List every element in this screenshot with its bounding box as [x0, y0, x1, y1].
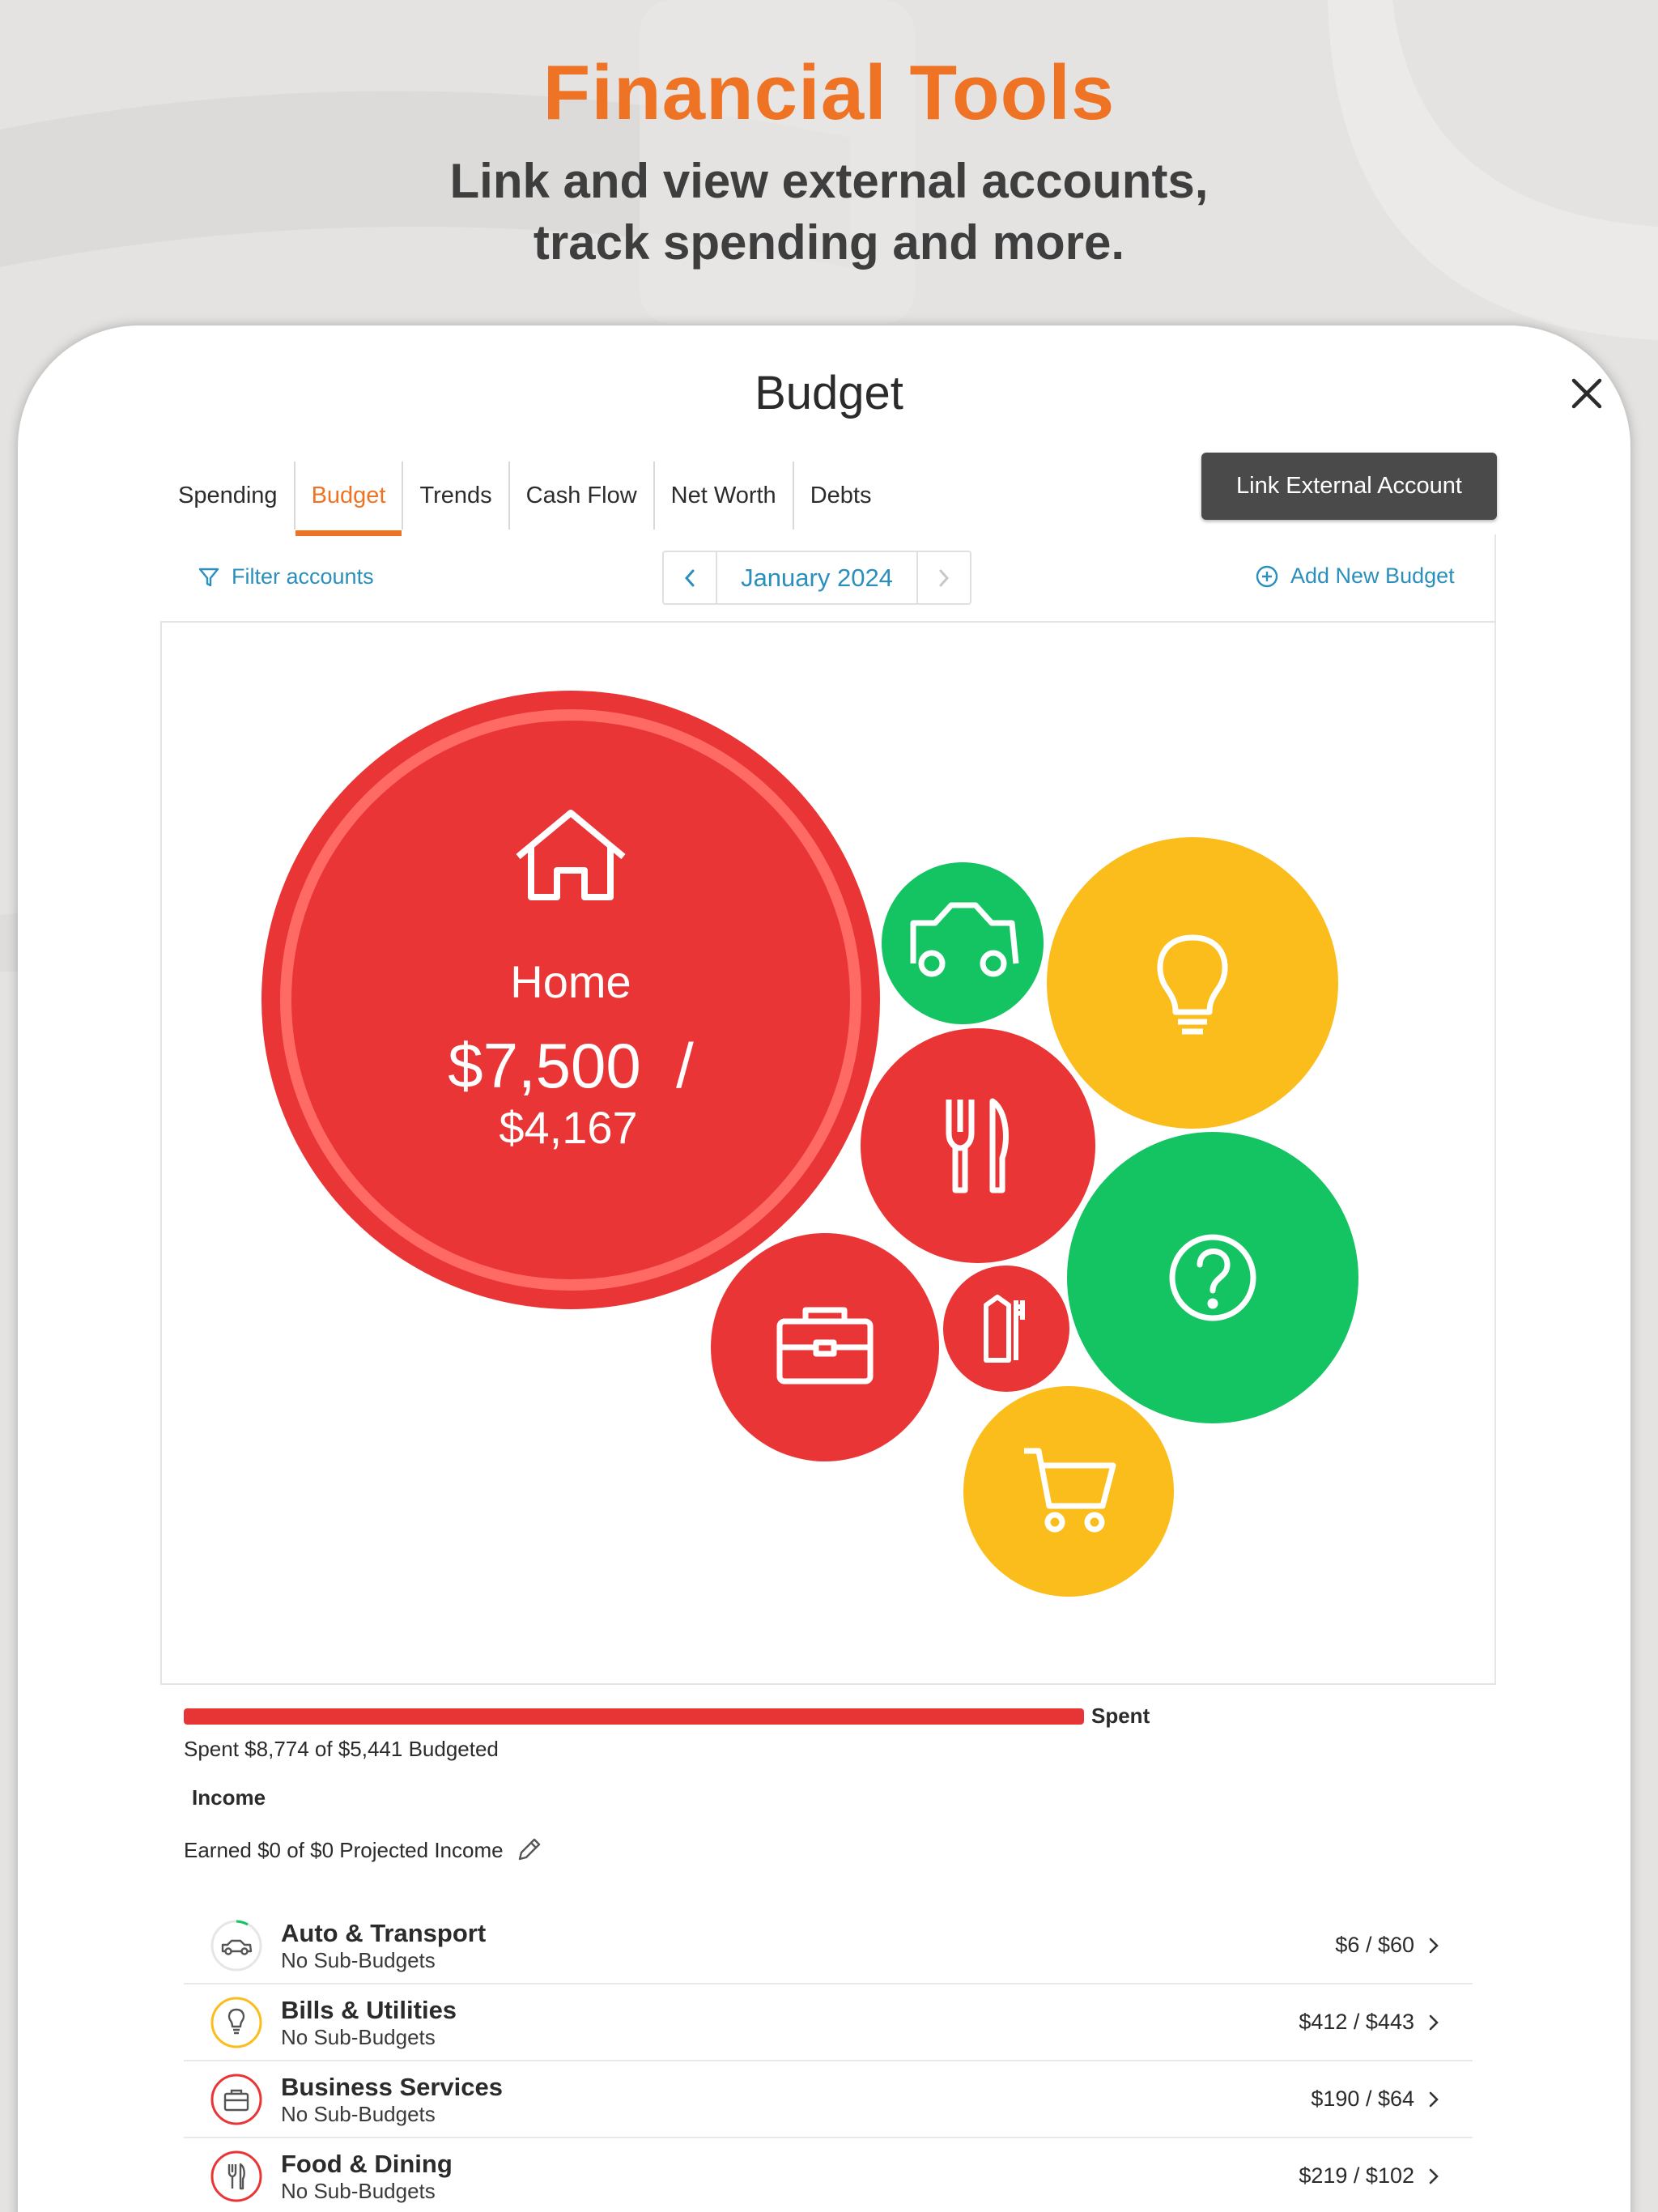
question-icon: [1169, 1234, 1256, 1321]
bubble-chart-area: [160, 621, 1496, 1685]
category-name: Auto & Transport: [281, 1918, 487, 1947]
category-name: Food & Dining: [281, 2149, 453, 2178]
category-list: Auto & Transport No Sub-Budgets $6 / $60…: [184, 1908, 1473, 2212]
briefcase-icon: [210, 2074, 262, 2125]
car-icon: [210, 1920, 262, 1971]
bubble-uncategorized[interactable]: [1067, 1132, 1358, 1423]
bubble-food-dining[interactable]: [861, 1028, 1095, 1263]
category-amount: $6 / $60: [1335, 1933, 1414, 1957]
bubble-personal-care[interactable]: [943, 1266, 1069, 1392]
link-external-account-button[interactable]: Link External Account: [1201, 453, 1497, 520]
bubble-home-budget: $4,167: [499, 1102, 637, 1153]
tab-spending[interactable]: Spending: [162, 462, 295, 530]
category-sub: No Sub-Budgets: [281, 1947, 436, 1972]
earned-income: Earned $0 of $0 Projected Income: [184, 1836, 542, 1864]
month-selector: January 2024: [662, 551, 971, 605]
tab-cash-flow[interactable]: Cash Flow: [510, 462, 655, 530]
category-amount: $219 / $102: [1299, 2163, 1414, 2188]
spent-label: Spent: [1091, 1704, 1150, 1728]
promo-subline-2: track spending and more.: [533, 215, 1125, 270]
category-amount: $412 / $443: [1299, 2010, 1414, 2034]
chevron-right-icon: [1429, 2014, 1439, 2030]
pencil-icon[interactable]: [515, 1836, 542, 1864]
category-sub: No Sub-Budgets: [281, 2024, 436, 2049]
chevron-right-icon: [939, 569, 950, 586]
close-icon[interactable]: [1569, 376, 1605, 411]
bubble-business-services[interactable]: [711, 1233, 939, 1461]
spent-summary: Spent $8,774 of $5,441 Budgeted: [184, 1737, 499, 1761]
filter-icon: [198, 568, 219, 586]
utensils-icon: [210, 2150, 262, 2201]
chevron-left-icon: [684, 569, 695, 586]
panel-divider: [1494, 534, 1496, 1684]
briefcase-icon: [776, 1307, 874, 1385]
bubble-home-label: Home: [510, 956, 631, 1007]
lightbulb-icon: [210, 1997, 262, 2048]
spent-progress-fill: [184, 1708, 1084, 1725]
promo-subheadline: Link and view external accounts, track s…: [303, 151, 1355, 274]
lightbulb-icon: [1157, 934, 1228, 1035]
home-icon: [516, 810, 626, 900]
car-icon: [910, 902, 1019, 977]
list-item[interactable]: Bills & Utilities No Sub-Budgets $412 / …: [184, 1984, 1473, 2061]
current-month: January 2024: [741, 563, 893, 592]
list-item[interactable]: Auto & Transport No Sub-Budgets $6 / $60: [184, 1908, 1473, 1984]
chevron-right-icon: [1429, 1938, 1439, 1953]
chevron-right-icon: [1429, 2091, 1439, 2107]
spent-progress-bar: [184, 1708, 1084, 1725]
bubble-shopping[interactable]: [963, 1386, 1174, 1597]
list-item[interactable]: Food & Dining No Sub-Budgets $219 / $102: [184, 2138, 1473, 2212]
bubble-home[interactable]: Home $7,500 / $4,167: [261, 691, 880, 1309]
filter-label: Filter accounts: [232, 564, 374, 589]
bubble-bills-utilities[interactable]: [1047, 837, 1338, 1129]
page-title: Budget: [755, 367, 903, 419]
add-new-budget-link[interactable]: Add New Budget: [1255, 564, 1455, 589]
earned-text: Earned $0 of $0 Projected Income: [184, 1837, 504, 1862]
filter-accounts-link[interactable]: Filter accounts: [198, 564, 374, 589]
category-name: Bills & Utilities: [281, 1995, 457, 2024]
add-new-budget-label: Add New Budget: [1290, 564, 1455, 588]
chevron-right-icon: [1429, 2168, 1439, 2184]
utensils-icon: [946, 1098, 1009, 1193]
category-name: Business Services: [281, 2072, 504, 2101]
bubble-home-circle: [261, 691, 880, 1309]
toothbrush-icon: [984, 1295, 1025, 1363]
tab-net-worth[interactable]: Net Worth: [655, 462, 794, 530]
tab-budget[interactable]: Budget: [295, 462, 404, 536]
promo-subline-1: Link and view external accounts,: [449, 154, 1209, 208]
category-sub: No Sub-Budgets: [281, 2101, 436, 2126]
tab-debts[interactable]: Debts: [810, 482, 872, 508]
previous-month-button[interactable]: [664, 552, 717, 603]
bubble-auto-transport[interactable]: [882, 862, 1044, 1024]
tab-bar: Spending Budget Trends Cash Flow Net Wor…: [162, 462, 887, 536]
income-heading: Income: [192, 1785, 266, 1810]
bubble-home-amount: $7,500 /: [448, 1030, 694, 1101]
category-amount: $190 / $64: [1311, 2087, 1414, 2111]
tab-trends[interactable]: Trends: [403, 462, 510, 530]
cart-icon: [1024, 1448, 1116, 1533]
promo-headline: Financial Tools: [542, 49, 1116, 136]
category-sub: No Sub-Budgets: [281, 2178, 436, 2203]
list-item[interactable]: Business Services No Sub-Budgets $190 / …: [184, 2061, 1473, 2138]
next-month-button[interactable]: [916, 552, 970, 603]
plus-circle-icon: [1256, 565, 1278, 587]
